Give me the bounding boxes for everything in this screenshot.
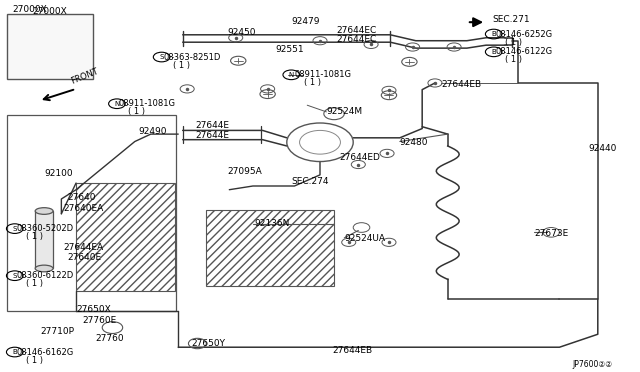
Text: ( 1 ): ( 1 )	[26, 232, 44, 241]
Text: ( 1 ): ( 1 )	[129, 108, 145, 116]
Text: ( 1 ): ( 1 )	[505, 55, 522, 64]
Text: 92480: 92480	[400, 138, 428, 147]
Text: 27640E: 27640E	[68, 253, 102, 262]
Ellipse shape	[35, 265, 53, 272]
Text: 92551: 92551	[275, 45, 304, 54]
Text: 08911-1081G: 08911-1081G	[294, 70, 351, 79]
Text: 27640: 27640	[68, 193, 96, 202]
Text: 92440: 92440	[588, 144, 616, 153]
Text: 08146-6162G: 08146-6162G	[17, 347, 74, 356]
Bar	[206, 210, 334, 286]
Text: 27644EB: 27644EB	[442, 80, 481, 89]
Text: 08911-1081G: 08911-1081G	[119, 99, 176, 108]
Text: 08146-6122G: 08146-6122G	[495, 47, 553, 56]
Text: 27710P: 27710P	[40, 327, 74, 336]
Text: 27644EC: 27644EC	[336, 26, 376, 35]
Text: 27673E: 27673E	[534, 229, 568, 238]
Text: 27650Y: 27650Y	[191, 339, 225, 348]
Text: FRONT: FRONT	[70, 67, 100, 86]
Text: SEC.274: SEC.274	[291, 177, 329, 186]
Text: 92100: 92100	[44, 169, 73, 177]
Text: 27644ED: 27644ED	[339, 153, 380, 161]
Text: 27095A: 27095A	[227, 167, 262, 176]
Text: SEC.271: SEC.271	[492, 15, 530, 24]
Text: S: S	[13, 273, 17, 279]
Text: ( 1 ): ( 1 )	[304, 78, 321, 87]
Text: 08146-6252G: 08146-6252G	[495, 29, 553, 39]
Bar	[76, 183, 175, 291]
Text: ( 1 ): ( 1 )	[26, 356, 44, 365]
Text: N: N	[115, 101, 120, 107]
Bar	[35, 211, 53, 269]
Text: B: B	[12, 349, 17, 355]
Bar	[7, 115, 176, 311]
Text: 92450: 92450	[227, 28, 256, 37]
Ellipse shape	[35, 208, 53, 214]
Text: 27650X: 27650X	[76, 305, 111, 314]
Bar	[7, 14, 93, 78]
Text: 92524M: 92524M	[326, 108, 362, 116]
Text: 08360-5202D: 08360-5202D	[17, 224, 74, 233]
Text: S: S	[159, 54, 164, 60]
Text: S: S	[13, 226, 17, 232]
Text: 27760: 27760	[95, 334, 124, 343]
Text: 27000X: 27000X	[12, 6, 47, 15]
Text: ( 1 ): ( 1 )	[173, 61, 190, 70]
Text: 92136N: 92136N	[255, 219, 290, 228]
Text: B: B	[492, 49, 496, 55]
Text: 08360-6122D: 08360-6122D	[17, 271, 74, 280]
Text: 27644E: 27644E	[195, 131, 230, 141]
Text: 27644E: 27644E	[195, 122, 230, 131]
Text: 92479: 92479	[291, 17, 320, 26]
Text: 27644EC: 27644EC	[336, 35, 376, 44]
Text: 92524UA: 92524UA	[344, 234, 385, 243]
Text: ( 1 ): ( 1 )	[505, 38, 522, 47]
Text: 27644EB: 27644EB	[333, 346, 373, 355]
Text: 08363-8251D: 08363-8251D	[164, 52, 221, 61]
Text: 92490: 92490	[138, 126, 166, 136]
Text: ( 1 ): ( 1 )	[26, 279, 44, 288]
Text: 27760E: 27760E	[83, 316, 116, 325]
Text: B: B	[492, 31, 496, 37]
Text: N: N	[289, 72, 294, 78]
Text: 27640EA: 27640EA	[63, 204, 104, 213]
Text: 27644EA: 27644EA	[63, 243, 104, 251]
Text: JP7600②②: JP7600②②	[572, 360, 612, 369]
Text: 27000X: 27000X	[33, 7, 67, 16]
